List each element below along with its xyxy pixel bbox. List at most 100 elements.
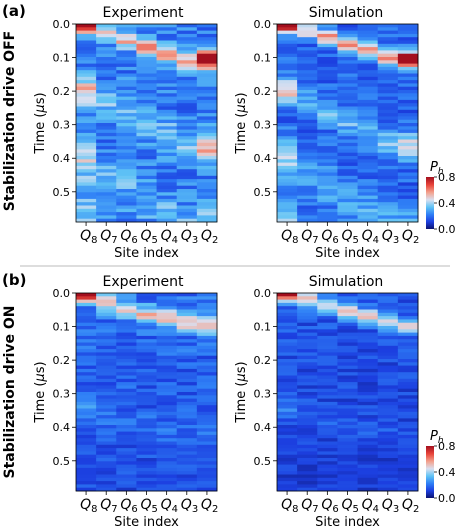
heatmap-cell <box>357 441 379 446</box>
heatmap-cell <box>156 202 178 206</box>
heatmap-cell <box>297 185 318 190</box>
heatmap-cell <box>397 342 419 347</box>
heatmap-cell <box>196 159 218 163</box>
heatmap-cell <box>337 382 358 386</box>
heatmap-cell <box>317 467 338 472</box>
heatmap-cell <box>317 339 338 343</box>
heatmap-cell <box>196 113 218 117</box>
heatmap-cell <box>176 421 198 426</box>
heatmap-cell <box>297 302 318 307</box>
heatmap-cell <box>377 215 399 220</box>
heatmap-cell <box>317 83 338 88</box>
heatmap-cell <box>176 218 198 223</box>
heatmap-cell <box>76 179 97 183</box>
heatmap-cell <box>337 368 358 373</box>
heatmap-cell <box>357 319 379 324</box>
heatmap-cell <box>96 418 117 423</box>
heatmap-cell <box>397 378 419 383</box>
heatmap-cell <box>136 24 157 28</box>
heatmap-cell <box>317 185 338 190</box>
heatmap-cell <box>377 27 399 31</box>
heatmap-cell <box>136 322 157 327</box>
heatmap-cell <box>357 392 379 396</box>
heatmap-cell <box>196 202 218 206</box>
heatmap-cell <box>397 411 419 416</box>
heatmap-cell <box>156 448 178 452</box>
heatmap-cell <box>277 132 298 137</box>
heatmap-cell <box>176 458 198 462</box>
heatmap-cell <box>76 385 97 390</box>
heatmap-cell <box>297 408 318 413</box>
heatmap-cell <box>136 66 157 71</box>
heatmap-cell <box>116 332 137 337</box>
heatmap-cell <box>196 401 218 406</box>
heatmap-cell <box>317 451 338 456</box>
heatmap-cell <box>357 302 379 307</box>
heatmap-cell <box>277 372 298 376</box>
heatmap-cell <box>397 461 419 465</box>
heatmap-cell <box>397 395 419 399</box>
heatmap-cell <box>156 24 178 28</box>
heatmap-cell <box>116 156 137 160</box>
heatmap-cell <box>317 66 338 71</box>
heatmap-cell <box>357 175 379 180</box>
heatmap-cell <box>337 37 358 41</box>
heatmap-cell <box>96 405 117 409</box>
heatmap-cell <box>397 438 419 442</box>
y-tick-label: 0.4 <box>53 421 71 434</box>
heatmap-cell <box>277 129 298 134</box>
heatmap-cell <box>277 27 298 31</box>
heatmap-cell <box>317 395 338 399</box>
heatmap-cell <box>277 461 298 465</box>
heatmap-cell <box>176 335 198 340</box>
heatmap-cell <box>337 471 358 475</box>
heatmap-cell <box>136 136 157 140</box>
heatmap-cell <box>377 372 399 376</box>
heatmap-cell <box>297 142 318 147</box>
heatmap-cell <box>156 175 178 180</box>
heatmap-cell <box>317 335 338 340</box>
heatmap-cell <box>397 293 419 297</box>
heatmap-cell <box>357 159 379 163</box>
heatmap-cell <box>277 109 298 114</box>
heatmap-cell <box>297 86 318 91</box>
heatmap-cell <box>277 312 298 317</box>
heatmap-cell <box>277 198 298 203</box>
heatmap-cell <box>397 113 419 117</box>
heatmap-cell <box>357 129 379 134</box>
heatmap-cell <box>176 461 198 465</box>
heatmap-cell <box>96 179 117 183</box>
x-tick-label: Q3 <box>382 228 399 246</box>
heatmap-cell <box>176 293 198 297</box>
heatmap-cell <box>156 355 178 360</box>
heatmap-cell <box>297 359 318 363</box>
heatmap-cell <box>357 487 379 492</box>
heatmap-cell <box>196 385 218 390</box>
heatmap-cell <box>76 149 97 154</box>
heatmap-cell <box>196 76 218 81</box>
heatmap-cell <box>196 388 218 393</box>
heatmap-cell <box>96 312 117 317</box>
heatmap-cell <box>176 70 198 74</box>
heatmap-cell <box>377 329 399 333</box>
heatmap-cell <box>397 464 419 469</box>
heatmap-cell <box>317 86 338 91</box>
heatmap-cell <box>96 205 117 210</box>
heatmap-cell <box>317 47 338 51</box>
heatmap-cell <box>377 319 399 324</box>
heatmap-cell <box>397 352 419 357</box>
x-axis-label: Site index <box>114 515 179 530</box>
heatmap-cell <box>317 146 338 150</box>
heatmap-cell <box>377 332 399 337</box>
heatmap-cell <box>76 37 97 41</box>
heatmap-cell <box>337 40 358 45</box>
heatmap-cell <box>176 146 198 150</box>
heatmap-cell <box>277 179 298 183</box>
heatmap-cell <box>96 33 117 38</box>
heatmap-cell <box>377 326 399 330</box>
heatmap-cell <box>116 83 137 88</box>
heatmap-cell <box>176 116 198 121</box>
heatmap-cell <box>196 146 218 150</box>
heatmap-cell <box>136 212 157 216</box>
